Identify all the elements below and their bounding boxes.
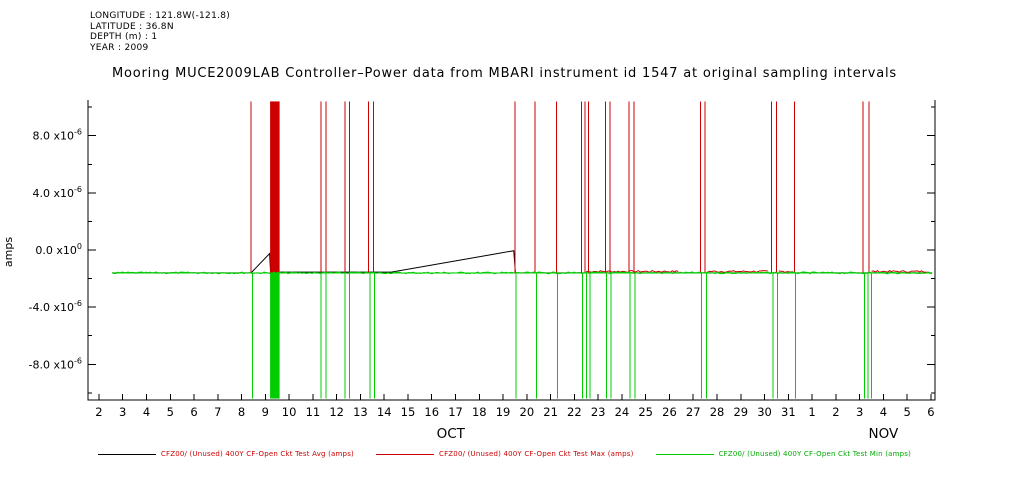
x-tick-label: 22 <box>567 405 582 419</box>
y-tick-label: -4.0 x10-6 <box>29 299 82 314</box>
x-tick-label: 4 <box>880 405 887 419</box>
x-tick-label: 19 <box>496 405 511 419</box>
chart-title: Mooring MUCE2009LAB Controller–Power dat… <box>111 66 897 81</box>
x-tick-label: 7 <box>214 405 221 419</box>
series-max-baseline-noise <box>586 270 679 273</box>
series-min-block <box>270 272 280 399</box>
legend-item-min: CFZ00/ (Unused) 400Y CF-Open Ckt Test Mi… <box>655 450 912 458</box>
x-tick-label: 6 <box>927 405 934 419</box>
y-tick-label: 0.0 x100 <box>35 242 82 257</box>
series-min <box>112 272 933 399</box>
series-min-baseline <box>111 271 933 275</box>
x-tick-label: 12 <box>329 405 344 419</box>
y-tick-label: 4.0 x10-6 <box>33 185 82 200</box>
x-tick-label: 2 <box>95 405 102 419</box>
x-tick-label: 16 <box>424 405 439 419</box>
legend-item-max: CFZ00/ (Unused) 400Y CF-Open Ckt Test Ma… <box>375 450 634 458</box>
x-tick-label: 28 <box>710 405 725 419</box>
series-max-baseline-noise <box>871 269 930 273</box>
x-tick-label: 15 <box>401 405 416 419</box>
series-max-baseline-noise <box>707 270 768 273</box>
x-tick-label: 3 <box>856 405 863 419</box>
series-avg <box>112 250 933 274</box>
x-tick-label: 10 <box>282 405 297 419</box>
x-tick-label: 1 <box>808 405 815 419</box>
x-tick-label: 9 <box>262 405 269 419</box>
meta-latitude: LATITUDE : 36.8N <box>90 21 174 32</box>
x-tick-label: 11 <box>306 405 321 419</box>
x-tick-label: 3 <box>119 405 126 419</box>
x-tick-label: 21 <box>543 405 558 419</box>
meta-depth: DEPTH (m) : 1 <box>90 32 158 42</box>
y-axis-title: amps <box>2 237 15 267</box>
month-label-oct: OCT <box>437 426 466 442</box>
x-tick-label: 5 <box>904 405 911 419</box>
x-tick-label: 14 <box>377 405 392 419</box>
chart-legend: CFZ00/ (Unused) 400Y CF-Open Ckt Test Av… <box>0 450 1009 458</box>
x-tick-label: 4 <box>143 405 150 419</box>
x-tick-label: 23 <box>591 405 606 419</box>
x-tick-label: 31 <box>781 405 796 419</box>
legend-line-avg <box>97 453 156 455</box>
series-max <box>112 101 933 274</box>
meta-year: YEAR : 2009 <box>90 42 149 53</box>
metadata-block: LONGITUDE : 121.8W(-121.8) LATITUDE : 36… <box>90 11 230 53</box>
series-max-block <box>270 101 280 273</box>
x-tick-label: 25 <box>638 405 653 419</box>
x-tick-label: 17 <box>448 405 463 419</box>
axis-frame <box>87 100 936 401</box>
x-tick-label: 29 <box>733 405 748 419</box>
y-tick-label: 8.0 x10-6 <box>33 128 82 143</box>
x-tick-label: 18 <box>472 405 487 419</box>
legend-label-avg: CFZ00/ (Unused) 400Y CF-Open Ckt Test Av… <box>160 450 354 458</box>
month-label-nov: NOV <box>869 426 899 442</box>
legend-line-min <box>655 453 714 455</box>
x-tick-label: 26 <box>662 405 677 419</box>
x-tick-label: 20 <box>520 405 535 419</box>
meta-longitude: LONGITUDE : 121.8W(-121.8) <box>90 11 231 21</box>
x-tick-label: 6 <box>190 405 197 419</box>
x-tick-label: 24 <box>615 405 630 419</box>
x-tick-label: 27 <box>686 405 701 419</box>
x-tick-label: 8 <box>238 405 245 419</box>
y-tick-label: -8.0 x10-6 <box>29 356 82 371</box>
x-tick-label: 13 <box>353 405 368 419</box>
legend-line-max <box>375 453 434 455</box>
x-tick-label: 2 <box>832 405 839 419</box>
legend-label-max: CFZ00/ (Unused) 400Y CF-Open Ckt Test Ma… <box>438 450 634 458</box>
legend-label-min: CFZ00/ (Unused) 400Y CF-Open Ckt Test Mi… <box>718 450 912 458</box>
x-tick-label: 5 <box>167 405 174 419</box>
x-tick-label: 30 <box>757 405 772 419</box>
legend-item-avg: CFZ00/ (Unused) 400Y CF-Open Ckt Test Av… <box>97 450 354 458</box>
